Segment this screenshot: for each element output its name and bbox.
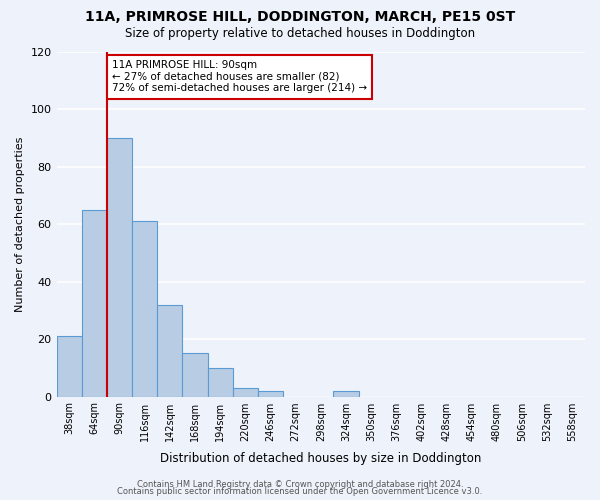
Y-axis label: Number of detached properties: Number of detached properties [15,136,25,312]
Bar [182,354,208,397]
Text: 11A, PRIMROSE HILL, DODDINGTON, MARCH, PE15 0ST: 11A, PRIMROSE HILL, DODDINGTON, MARCH, P… [85,10,515,24]
Bar [132,221,157,396]
Bar [334,391,359,396]
Bar [56,336,82,396]
Text: Size of property relative to detached houses in Doddington: Size of property relative to detached ho… [125,28,475,40]
Bar [233,388,258,396]
Text: Contains public sector information licensed under the Open Government Licence v3: Contains public sector information licen… [118,487,482,496]
Bar [107,138,132,396]
Bar [157,304,182,396]
X-axis label: Distribution of detached houses by size in Doddington: Distribution of detached houses by size … [160,452,481,465]
Text: Contains HM Land Registry data © Crown copyright and database right 2024.: Contains HM Land Registry data © Crown c… [137,480,463,489]
Bar [82,210,107,396]
Bar [208,368,233,396]
Text: 11A PRIMROSE HILL: 90sqm
← 27% of detached houses are smaller (82)
72% of semi-d: 11A PRIMROSE HILL: 90sqm ← 27% of detach… [112,60,367,94]
Bar [258,391,283,396]
